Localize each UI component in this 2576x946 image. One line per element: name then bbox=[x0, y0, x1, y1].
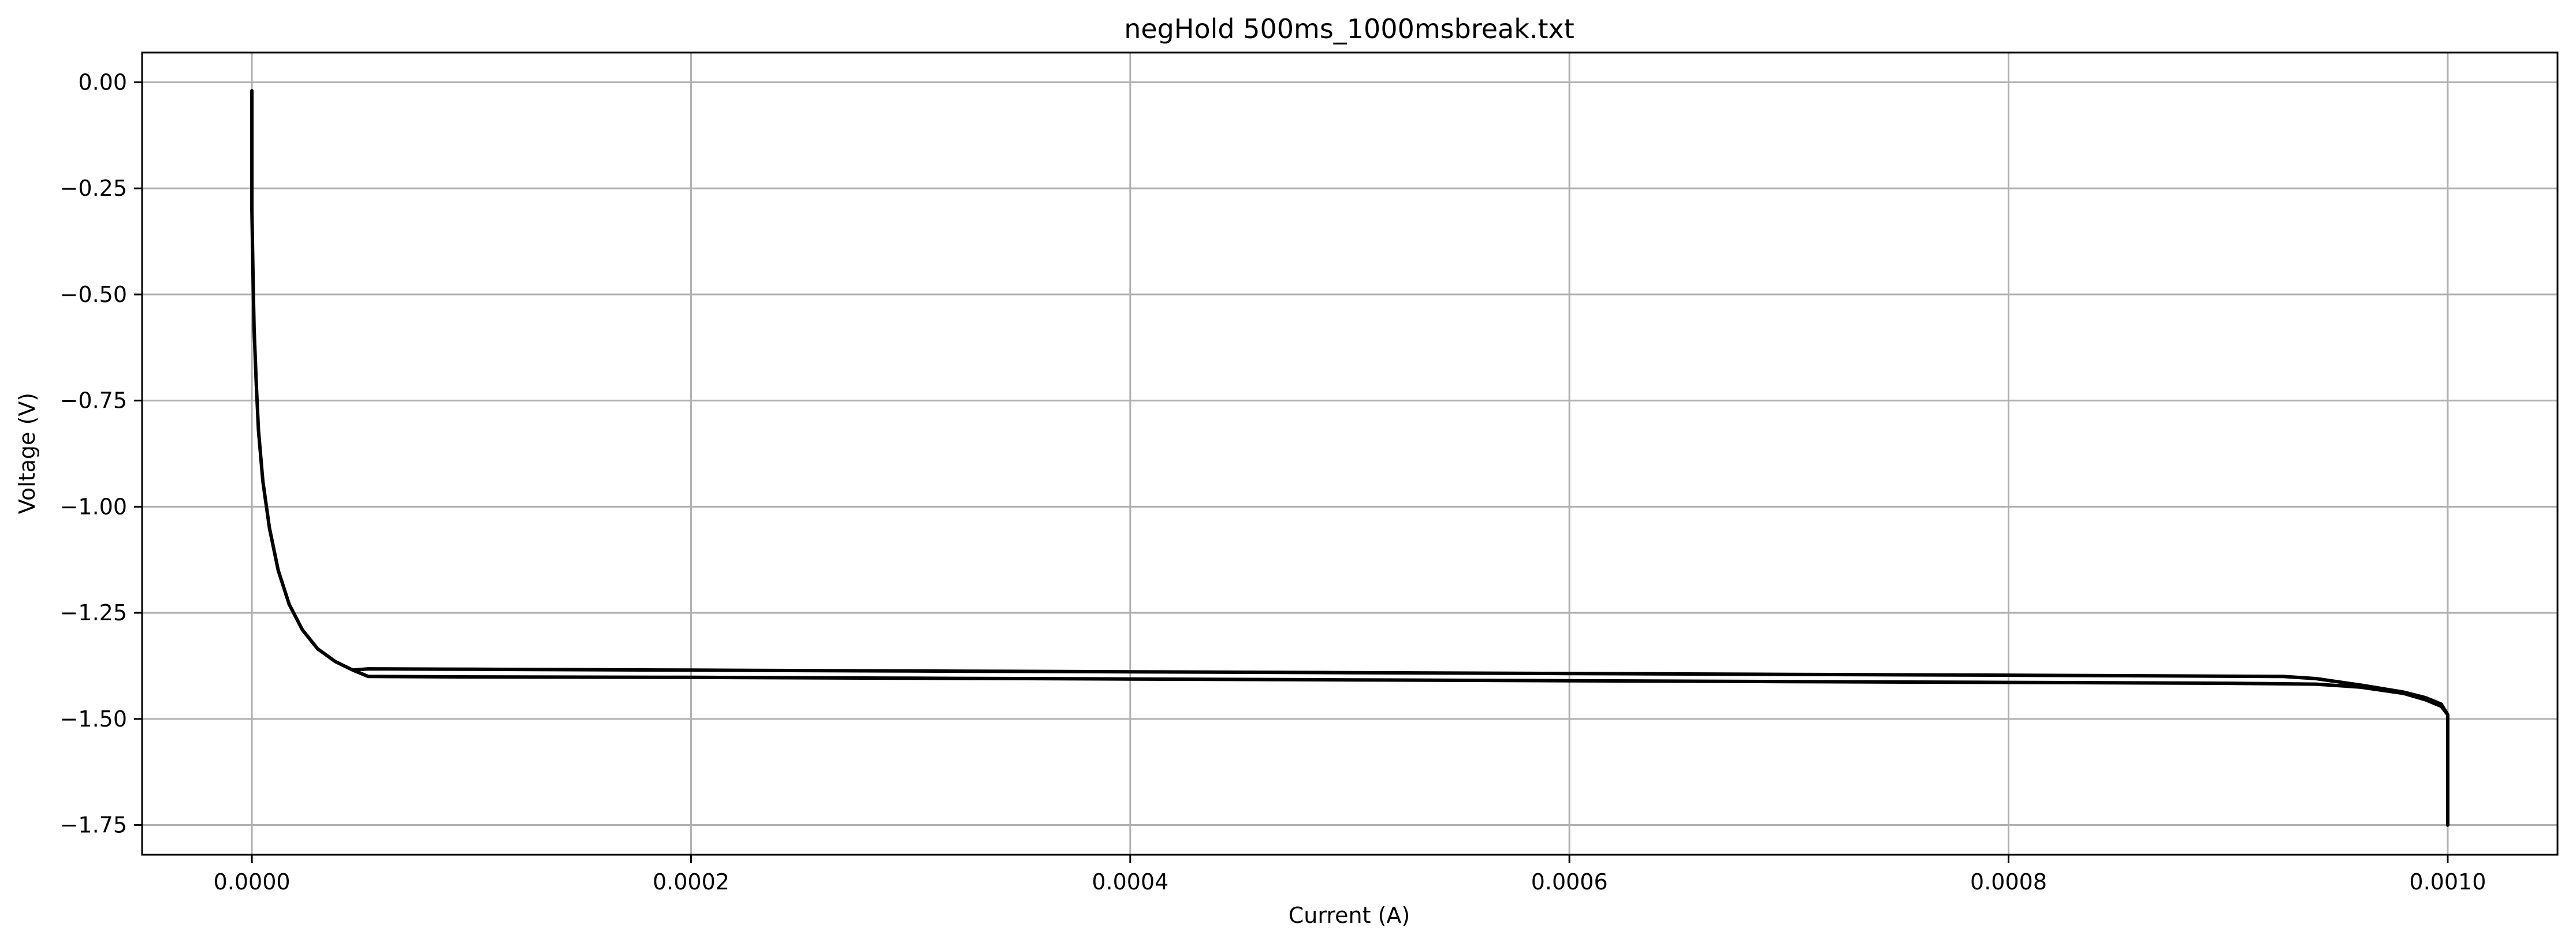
x-tick-label: 0.0004 bbox=[1092, 869, 1168, 895]
x-tick-label: 0.0000 bbox=[214, 869, 291, 895]
x-tick-label: 0.0010 bbox=[2409, 869, 2486, 895]
x-tick-label: 0.0006 bbox=[1531, 869, 1608, 895]
y-tick-label: −1.50 bbox=[60, 706, 127, 732]
y-tick-label: 0.00 bbox=[78, 69, 127, 95]
x-tick-label: 0.0008 bbox=[1970, 869, 2047, 895]
y-tick-label: −0.50 bbox=[60, 282, 127, 307]
chart-title: negHold 500ms_1000msbreak.txt bbox=[1124, 13, 1574, 44]
y-tick-label: −1.00 bbox=[60, 494, 127, 519]
axes-frame bbox=[141, 51, 2559, 856]
plot-area bbox=[250, 89, 2450, 827]
grid bbox=[142, 53, 2558, 855]
x-axis-label: Current (A) bbox=[1289, 903, 1410, 928]
y-tick-label: −0.75 bbox=[60, 388, 127, 414]
x-tick-label: 0.0002 bbox=[653, 869, 729, 895]
y-tick-label: −1.75 bbox=[60, 813, 127, 838]
y-tick-label: −0.25 bbox=[60, 176, 127, 201]
y-axis-label: Voltage (V) bbox=[14, 393, 40, 514]
series-line bbox=[250, 89, 2450, 827]
ticks: 0.0000 0.0002 0.0004 0.0006 0.0008 0.0010 0.00… bbox=[60, 69, 2486, 895]
y-tick-label: −1.25 bbox=[60, 600, 127, 625]
